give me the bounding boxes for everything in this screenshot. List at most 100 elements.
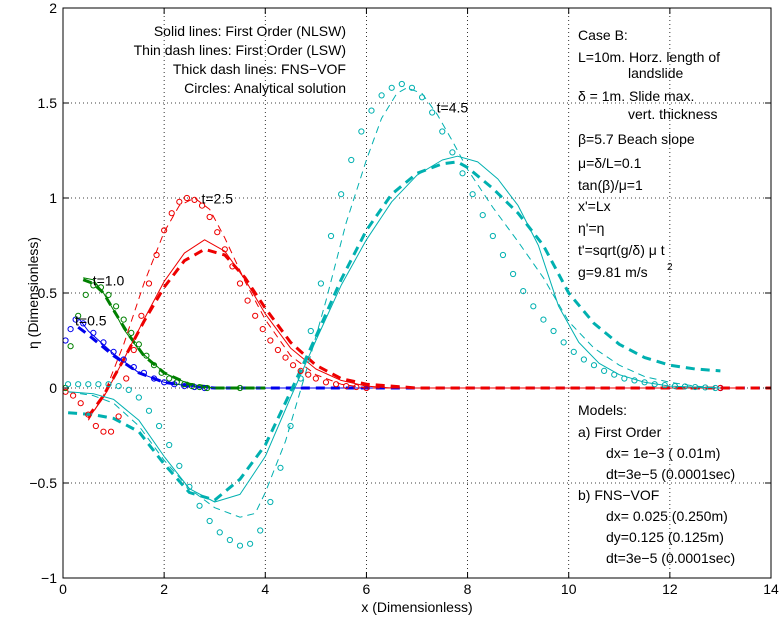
axis-ticks	[62, 7, 772, 579]
point-t4_5-analytical-30	[368, 107, 375, 114]
point-t2_5-analytical-4	[92, 422, 99, 430]
x-tick-label-3: 6	[363, 581, 371, 597]
curve-t2_5-first-order-lsw	[87, 197, 741, 421]
point-t4_5-analytical-58	[651, 381, 658, 388]
point-t4_5-analytical-47	[540, 316, 547, 323]
curve-t4_5-first-order-nlsw	[68, 155, 721, 503]
point-t4_5-analytical-29	[358, 128, 365, 135]
point-t2_5-analytical-8	[123, 375, 130, 382]
case-line-6: β=5.7 Beach slope	[578, 131, 695, 147]
point-t4_5-analytical-16	[226, 536, 233, 544]
point-t4_5-analytical-1	[75, 381, 82, 388]
y-tick-label-5: 1.5	[38, 95, 58, 111]
point-t2_5-analytical-6	[107, 428, 115, 435]
point-t4_5-analytical-19	[257, 527, 264, 534]
point-t1_0-analytical-19	[204, 384, 211, 392]
point-t2_5-analytical-18	[198, 202, 206, 209]
point-t4_5-analytical-12	[186, 483, 193, 490]
point-t4_5-analytical-48	[550, 327, 557, 335]
point-t2_5-analytical-15	[176, 198, 183, 205]
y-axis-label: η (Dimensionless)	[25, 237, 41, 349]
point-t4_5-analytical-35	[418, 94, 426, 101]
point-t2_5-analytical-17	[191, 196, 198, 203]
point-t0_5-analytical-1	[67, 326, 74, 333]
point-t1_0-analytical-16	[181, 381, 188, 388]
point-t2_5-analytical-30	[290, 362, 297, 369]
point-t4_5-analytical-4	[105, 381, 112, 388]
point-t4_5-analytical-54	[611, 371, 618, 378]
models-line-4: dt=3e−5 (0.0001sec)	[606, 466, 735, 482]
x-tick-label-7: 14	[763, 581, 779, 597]
point-t1_0-analytical-10	[135, 341, 142, 348]
point-t2_5-analytical-28	[274, 346, 282, 354]
case-line-11: t'=sqrt(g/δ) μ t	[578, 242, 665, 258]
point-t2_5-analytical-35	[332, 381, 340, 388]
case-line-4: δ = 1m. Slide max.	[578, 88, 694, 104]
x-tick-label-5: 10	[561, 581, 577, 597]
point-t4_5-analytical-17	[236, 542, 244, 549]
point-t4_5-analytical-36	[429, 109, 436, 116]
point-t4_5-analytical-38	[449, 149, 456, 156]
point-t2_5-analytical-26	[259, 326, 266, 333]
x-tick-label-4: 8	[464, 581, 472, 597]
point-t1_0-analytical-2	[75, 312, 82, 319]
point-t4_5-analytical-43	[499, 251, 507, 259]
point-t2_5-analytical-27	[267, 337, 274, 344]
point-t4_5-analytical-24	[307, 327, 314, 335]
point-t0_5-analytical-4	[90, 329, 97, 336]
point-t2_5-analytical-14	[168, 210, 175, 217]
point-t2_5-analytical-1	[70, 392, 77, 399]
point-t4_5-analytical-45	[520, 288, 527, 295]
point-t4_5-analytical-31	[378, 92, 385, 99]
point-t0_5-analytical-10	[150, 375, 158, 382]
case-line-1: Case B:	[578, 27, 628, 43]
point-t2_5-analytical-16	[183, 194, 190, 202]
case-line-5: vert. thickness	[628, 106, 717, 122]
point-t2_5-analytical-36	[343, 383, 350, 390]
point-t4_5-analytical-11	[176, 462, 183, 469]
point-t4_5-analytical-15	[216, 529, 223, 536]
point-t4_5-analytical-49	[560, 339, 567, 346]
case-line-12: g=9.81 m/s	[578, 264, 648, 280]
point-t2_5-analytical-25	[252, 312, 259, 319]
point-t4_5-analytical-0	[64, 381, 72, 388]
point-t1_0-analytical-12	[150, 362, 158, 369]
point-t4_5-analytical-21	[277, 464, 284, 471]
case-line-3: landslide	[628, 65, 683, 81]
models-info: Models: a) First Order dx= 1e−3 ( 0.01m)…	[578, 402, 735, 566]
case-line-7: μ=δ/L=0.1	[578, 155, 642, 171]
point-t1_0-analytical-18	[196, 383, 203, 391]
models-line-3: dx= 1e−3 ( 0.01m)	[606, 445, 720, 461]
legend-line-2: Thin dash lines: First Order (LSW)	[134, 42, 346, 58]
models-line-7: dy=0.125 (0.125m)	[606, 529, 724, 545]
point-t4_5-analytical-57	[641, 379, 648, 386]
time-label-0: t=0.5	[75, 312, 107, 328]
case-line-8: tan(β)/μ=1	[578, 177, 643, 193]
point-t4_5-analytical-8	[145, 407, 153, 414]
tick-labels: 0 2 4 6 8 10 12 14 −1 −0.5 0 0.5 1 1.5 2	[29, 0, 779, 597]
point-t4_5-analytical-42	[489, 232, 496, 240]
point-t2_5-analytical-34	[322, 379, 330, 386]
models-line-2: a) First Order	[578, 424, 662, 440]
point-t0_5-analytical-7	[120, 356, 127, 363]
point-t4_5-analytical-61	[681, 383, 689, 390]
point-t1_0-analytical-17	[188, 383, 196, 390]
point-t2_5-analytical-23	[236, 280, 244, 287]
x-tick-label-2: 4	[261, 581, 269, 597]
time-label-3: t=4.5	[437, 100, 469, 116]
x-tick-label-0: 0	[59, 581, 67, 597]
point-t4_5-analytical-51	[580, 356, 587, 363]
x-tick-label-1: 2	[160, 581, 168, 597]
curve-t4_5-fns-vof	[67, 160, 721, 502]
point-t1_0-analytical-6	[105, 291, 112, 298]
point-t4_5-analytical-3	[95, 381, 102, 388]
point-t4_5-analytical-25	[317, 280, 325, 287]
point-t4_5-analytical-2	[85, 381, 92, 388]
point-t0_5-analytical-11	[161, 379, 168, 386]
y-tick-label-6: 2	[49, 0, 57, 16]
case-line-2: L=10m. Horz. length of	[578, 49, 720, 65]
point-t2_5-analytical-21	[221, 246, 228, 253]
models-line-8: dt=3e−5 (0.0001sec)	[606, 550, 735, 566]
point-t4_5-analytical-20	[267, 498, 274, 506]
